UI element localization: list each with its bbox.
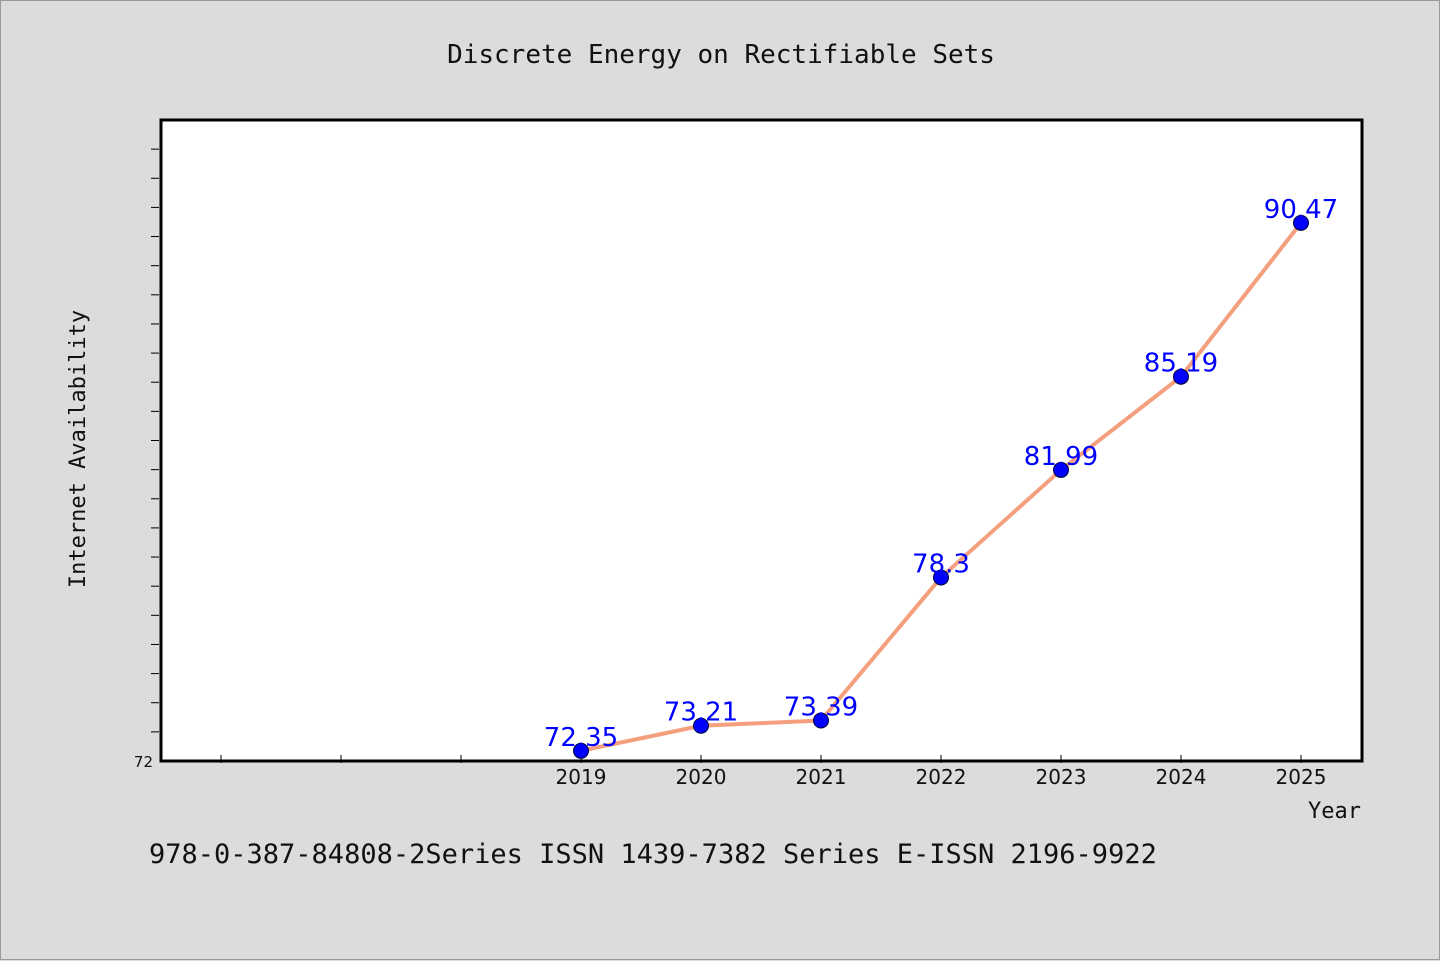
data-label: 72.35: [544, 723, 618, 753]
y-axis-label: Internet Availability: [66, 310, 91, 588]
data-point: [813, 712, 829, 729]
x-tick-label: 2021: [796, 765, 847, 789]
data-point: [1293, 214, 1309, 231]
data-point: [933, 569, 949, 586]
x-tick-label: 2022: [916, 765, 967, 789]
data-label: 85.19: [1144, 349, 1218, 379]
data-label: 73.21: [664, 698, 738, 728]
isbn-caption: 978-0-387-84808-2Series ISSN 1439-7382 S…: [149, 839, 1157, 870]
x-tick-label: 2024: [1156, 765, 1207, 789]
y-tick-label: 72: [134, 753, 153, 771]
data-point: [1053, 461, 1069, 478]
x-tick-label: 2023: [1036, 765, 1087, 789]
y-axis-ticks: [151, 148, 159, 733]
data-label: 81.99: [1024, 442, 1098, 472]
series-points: [573, 214, 1309, 759]
plot-area: [159, 118, 1364, 763]
y-axis-tick-labels: 72: [134, 753, 153, 771]
data-point: [693, 717, 709, 734]
x-tick-label: 2019: [556, 765, 607, 789]
data-label: 78.3: [912, 549, 970, 579]
chart-title: Discrete Energy on Rectifiable Sets: [447, 40, 995, 70]
data-point: [573, 742, 589, 759]
data-point: [1173, 368, 1189, 385]
x-axis-tick-labels: 2019 2020 2021 2022 2023 2024 2025: [556, 765, 1327, 789]
data-label: 90.47: [1264, 195, 1338, 225]
x-axis-ticks: [220, 755, 1302, 763]
x-tick-label: 2020: [676, 765, 727, 789]
x-axis-label: Year: [1308, 799, 1361, 824]
data-labels: 72.35 73.21 73.39 78.3 81.99 85.19 90.47: [544, 195, 1338, 753]
x-tick-label: 2025: [1276, 765, 1327, 789]
data-label: 73.39: [784, 693, 858, 723]
